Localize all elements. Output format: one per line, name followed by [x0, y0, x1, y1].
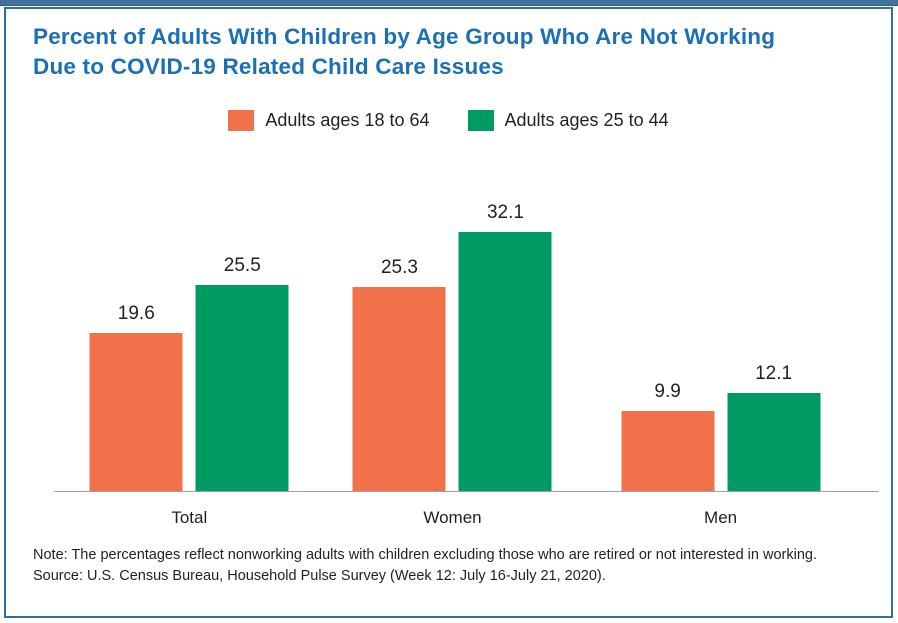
source-text: Source: U.S. Census Bureau, Household Pu… [33, 568, 606, 584]
axis-label-total: Total [171, 508, 208, 527]
bar-women-adults-ages-25-to-44 [458, 232, 552, 491]
bar-group-total: 19.6 25.5 [89, 255, 289, 491]
bar-men-adults-ages-25-to-44 [727, 393, 821, 491]
bar-value-label: 9.9 [654, 381, 681, 402]
bar-value-label: 25.5 [223, 255, 261, 276]
bar-value-label: 25.3 [380, 257, 418, 278]
note-text: Note: The percentages reflect nonworking… [33, 547, 817, 563]
legend-swatch-icon [228, 109, 255, 131]
legend-label: Adults ages 25 to 44 [504, 109, 669, 130]
x-axis-labels: Total Women Men [54, 492, 879, 536]
legend-item-adults-ages-25-to-44: Adults ages 25 to 44 [467, 109, 669, 131]
bar-women-adults-ages-18-to-64 [352, 287, 446, 491]
bar-men-adults-ages-18-to-64 [621, 411, 715, 491]
chart-title: Percent of Adults With Children by Age G… [33, 22, 861, 82]
chart-title-line1: Percent of Adults With Children by Age G… [33, 24, 776, 49]
chart-title-line2: Due to COVID-19 Related Child Care Issue… [33, 54, 504, 79]
bar-column: 32.1 [458, 202, 552, 491]
bar-total-adults-ages-25-to-44 [195, 285, 289, 491]
bar-group-women: 25.3 32.1 [352, 202, 552, 491]
legend-item-adults-ages-18-to-64: Adults ages 18 to 64 [228, 109, 430, 131]
bar-column: 25.5 [195, 255, 289, 491]
legend-label: Adults ages 18 to 64 [265, 109, 430, 130]
x-axis-line [54, 491, 879, 492]
bar-group-men: 9.9 12.1 [621, 363, 821, 491]
axis-label-men: Men [704, 508, 738, 527]
top-rule [0, 0, 898, 6]
bar-column: 19.6 [89, 303, 183, 491]
bar-value-label: 19.6 [117, 303, 155, 324]
legend-swatch-icon [467, 109, 494, 131]
chart-footnotes: Note: The percentages reflect nonworking… [33, 545, 861, 587]
bar-column: 12.1 [727, 363, 821, 491]
chart-legend: Adults ages 18 to 64 Adults ages 25 to 44 [6, 109, 891, 131]
bar-value-label: 12.1 [755, 363, 793, 384]
bar-value-label: 32.1 [486, 202, 524, 223]
axis-label-women: Women [423, 508, 482, 527]
bar-total-adults-ages-18-to-64 [89, 333, 183, 491]
bar-column: 25.3 [352, 257, 446, 491]
chart-container: Percent of Adults With Children by Age G… [4, 7, 893, 618]
bar-column: 9.9 [621, 381, 715, 491]
bar-chart-plot: 19.6 25.5 25.3 32.1 9.9 12.1 [54, 180, 879, 492]
